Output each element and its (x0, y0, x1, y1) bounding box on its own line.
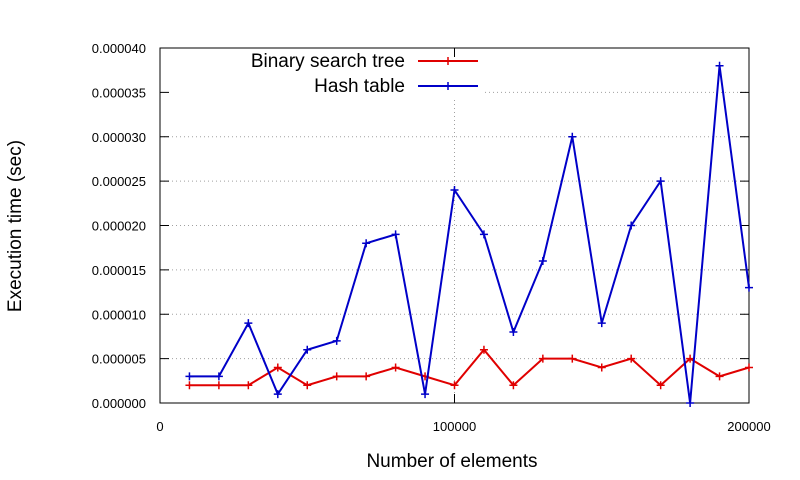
data-point-marker (391, 363, 400, 372)
data-point-marker (509, 381, 518, 390)
data-point-marker (450, 381, 459, 390)
data-point-marker (244, 381, 253, 390)
data-point-marker (303, 381, 312, 390)
y-tick-label: 0.000000 (92, 396, 146, 411)
y-tick-label: 0.000035 (92, 85, 146, 100)
data-point-marker (450, 186, 459, 194)
data-point-marker (715, 372, 724, 381)
data-point-marker (185, 372, 194, 381)
data-point-marker (273, 390, 282, 399)
data-point-marker (391, 230, 400, 239)
data-point-marker (362, 372, 371, 381)
data-point-marker (303, 345, 312, 354)
data-point-marker (538, 257, 547, 265)
y-tick-label: 0.000030 (92, 130, 146, 145)
data-point-marker (568, 354, 577, 363)
y-tick-label: 0.000005 (92, 352, 146, 367)
data-point-marker (745, 283, 753, 292)
legend-marker (444, 57, 452, 65)
data-point-marker (686, 354, 695, 363)
series-lines (185, 61, 753, 407)
axis-ticks: 0.000000 0.000005 0.000010 0.000015 0.000020… (92, 41, 771, 434)
x-tick-label: 200000 (727, 419, 770, 434)
x-tick-label: 0 (156, 419, 163, 434)
y-tick-label: 0.000025 (92, 174, 146, 189)
legend-label: Hash table (314, 76, 405, 97)
data-point-marker (538, 354, 547, 363)
y-tick-label: 0.000010 (92, 307, 146, 322)
y-tick-label: 0.000015 (92, 263, 146, 278)
x-axis-label: Number of elements (366, 451, 537, 472)
data-point-marker (656, 177, 665, 186)
data-point-marker (568, 132, 577, 141)
data-point-marker (244, 319, 253, 328)
legend-label: Binary search tree (251, 51, 405, 72)
data-point-marker (597, 319, 606, 328)
data-point-marker (686, 399, 695, 407)
data-point-marker (627, 221, 636, 230)
data-point-marker (332, 336, 341, 345)
data-point-marker (715, 61, 724, 70)
data-point-marker (332, 372, 341, 381)
data-point-marker (509, 328, 518, 336)
series-line (189, 348, 750, 387)
data-point-marker (214, 372, 223, 381)
y-tick-label: 0.000020 (92, 219, 146, 234)
data-point-marker (597, 363, 606, 372)
y-tick-label: 0.000040 (92, 41, 146, 56)
series-line (189, 65, 750, 404)
data-point-marker (185, 381, 194, 390)
data-point-marker (656, 381, 665, 390)
data-point-marker (745, 363, 753, 372)
data-point-marker (214, 381, 223, 390)
legend: Binary search tree Hash table (251, 51, 478, 97)
data-point-marker (421, 390, 430, 399)
data-point-marker (362, 239, 371, 248)
grid-lines (160, 91, 749, 403)
legend-marker (444, 82, 452, 90)
data-point-marker (479, 345, 488, 354)
data-point-marker (627, 354, 636, 363)
data-point-marker (479, 230, 488, 239)
x-tick-label: 100000 (433, 419, 476, 434)
y-axis-label: Execution time (sec) (5, 140, 26, 312)
data-point-marker (273, 363, 282, 372)
